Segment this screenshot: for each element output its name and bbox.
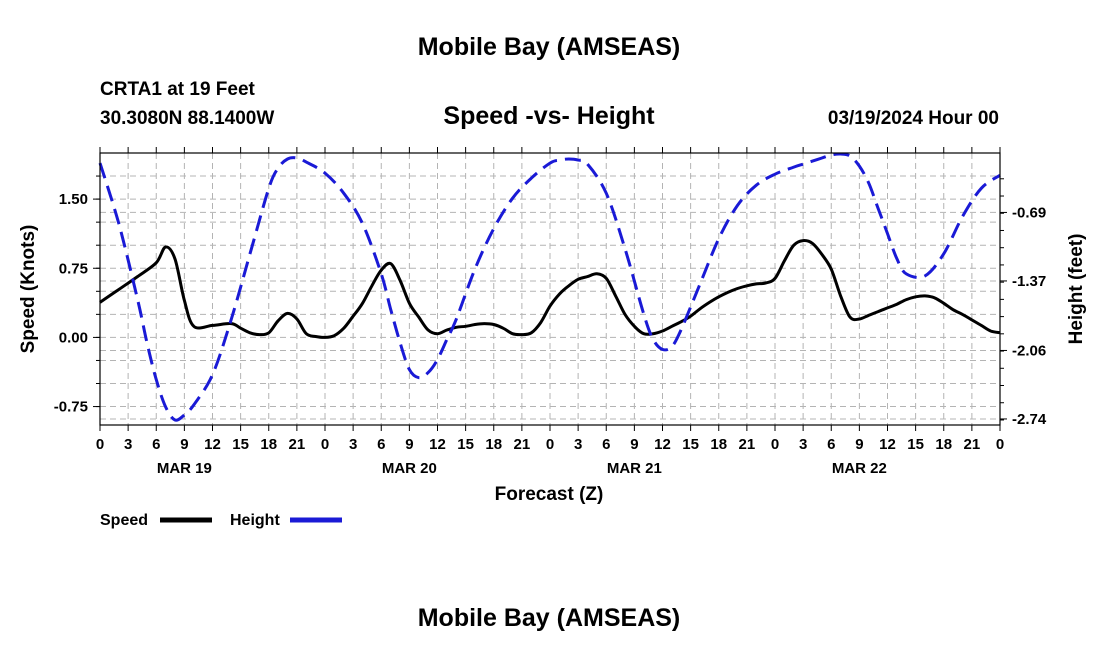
chart-title: Mobile Bay (AMSEAS) — [418, 33, 681, 61]
x-tick-label: 18 — [935, 436, 952, 453]
x-tick-label: 15 — [682, 436, 699, 453]
y-left-tick-label: -0.75 — [54, 399, 88, 416]
x-axis-label: Forecast (Z) — [495, 484, 604, 505]
x-tick-label: 0 — [546, 436, 554, 453]
run-time-label: 03/19/2024 Hour 00 — [828, 108, 999, 129]
x-tick-label: 18 — [710, 436, 727, 453]
x-tick-label: 6 — [827, 436, 835, 453]
height-series-line — [98, 152, 1001, 422]
x-tick-label: 6 — [152, 436, 160, 453]
x-tick-label: 3 — [349, 436, 357, 453]
x-tick-label: 0 — [321, 436, 329, 453]
legend-speed-label: Speed — [100, 512, 148, 529]
x-tick-label: 21 — [739, 436, 756, 453]
legend: Speed Height — [100, 512, 342, 529]
y-right-tick-label: -1.37 — [1012, 273, 1046, 290]
x-tick-label: 21 — [289, 436, 306, 453]
x-tick-label: 12 — [429, 436, 446, 453]
y-right-tick-label: -0.69 — [1012, 204, 1046, 221]
series-lines — [98, 152, 1001, 422]
x-tick-label: 9 — [180, 436, 188, 453]
location-label: 30.3080N 88.1400W — [100, 108, 274, 129]
footer-title: Mobile Bay (AMSEAS) — [418, 604, 681, 632]
speed-series-line — [99, 239, 1001, 339]
y-right-tick-label: -2.06 — [1012, 342, 1046, 359]
chart-subtitle: Speed -vs- Height — [443, 102, 655, 130]
x-tick-label: 12 — [204, 436, 221, 453]
x-tick-label: 12 — [879, 436, 896, 453]
x-tick-label: 0 — [996, 436, 1004, 453]
x-tick-label: 0 — [96, 436, 104, 453]
x-tick-label: 3 — [124, 436, 132, 453]
x-tick-label: 9 — [405, 436, 413, 453]
legend-height-label: Height — [230, 512, 280, 529]
x-tick-label: 9 — [630, 436, 638, 453]
day-label: MAR 19 — [157, 460, 212, 477]
day-label: MAR 21 — [607, 460, 662, 477]
x-tick-label: 12 — [654, 436, 671, 453]
x-tick-label: 18 — [485, 436, 502, 453]
axis-ticks: 0 3 6 9 12 15 18 21 0 3 6 9 12 15 18 21 0 3 6 9 12 15 18 21 0 3 6 9… — [54, 147, 1047, 477]
x-tick-label: 21 — [514, 436, 531, 453]
x-tick-label: 6 — [602, 436, 610, 453]
x-tick-label: 9 — [855, 436, 863, 453]
y-left-tick-label: 0.75 — [59, 260, 88, 277]
y-axis-right-label: Height (feet) — [1066, 234, 1087, 345]
day-label: MAR 20 — [382, 460, 437, 477]
station-label: CRTA1 at 19 Feet — [100, 79, 256, 100]
y-left-tick-label: 0.00 — [59, 329, 88, 346]
x-tick-label: 0 — [771, 436, 779, 453]
grid-lines — [100, 153, 1000, 425]
day-label: MAR 22 — [832, 460, 887, 477]
x-tick-label: 15 — [457, 436, 474, 453]
x-tick-label: 15 — [907, 436, 924, 453]
y-left-tick-label: 1.50 — [59, 191, 88, 208]
x-tick-label: 3 — [799, 436, 807, 453]
x-tick-label: 15 — [232, 436, 249, 453]
y-right-tick-label: -2.74 — [1012, 411, 1047, 428]
y-axis-left-label: Speed (Knots) — [18, 225, 39, 354]
x-tick-label: 18 — [260, 436, 277, 453]
x-tick-label: 21 — [964, 436, 981, 453]
x-tick-label: 3 — [574, 436, 582, 453]
x-tick-label: 6 — [377, 436, 385, 453]
